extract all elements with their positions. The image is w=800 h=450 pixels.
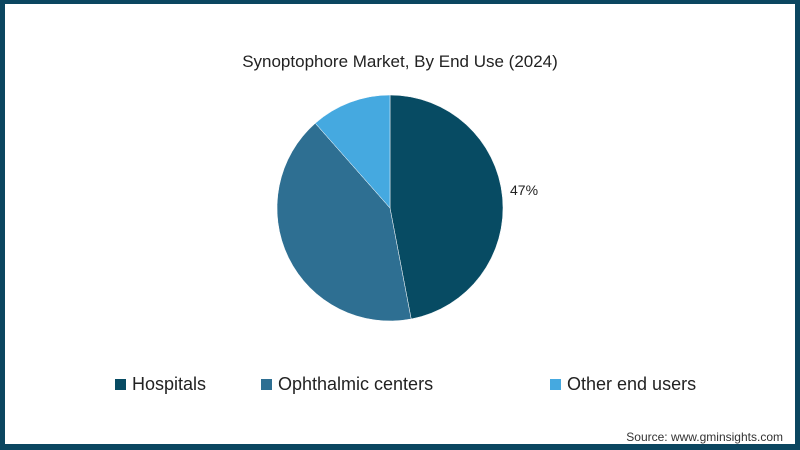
pie-slice-hospitals — [389, 94, 504, 320]
source-note: Source: www.gminsights.com — [626, 430, 783, 444]
legend: Hospitals Ophthalmic centers Other end u… — [5, 374, 795, 398]
legend-item-ophthalmic-centers: Ophthalmic centers — [261, 374, 433, 395]
chart-frame: Synoptophore Market, By End Use (2024) 4… — [5, 4, 795, 444]
pie-slice-ophthalmic-centers — [276, 122, 412, 322]
legend-item-other-end-users: Other end users — [550, 374, 696, 395]
hospitals-percentage-label: 47% — [510, 182, 539, 198]
legend-swatch-ophthalmic-centers — [261, 379, 272, 390]
legend-item-hospitals: Hospitals — [115, 374, 206, 395]
legend-label-ophthalmic-centers: Ophthalmic centers — [278, 374, 434, 394]
pie-svg — [276, 94, 504, 322]
chart-title: Synoptophore Market, By End Use (2024) — [242, 52, 558, 71]
legend-swatch-hospitals — [115, 379, 126, 390]
pie-slice-other-end-users — [314, 94, 391, 209]
legend-swatch-other-end-users — [550, 379, 561, 390]
pie-chart — [5, 4, 795, 444]
legend-label-hospitals: Hospitals — [132, 374, 207, 394]
legend-label-other-end-users: Other end users — [567, 374, 697, 394]
